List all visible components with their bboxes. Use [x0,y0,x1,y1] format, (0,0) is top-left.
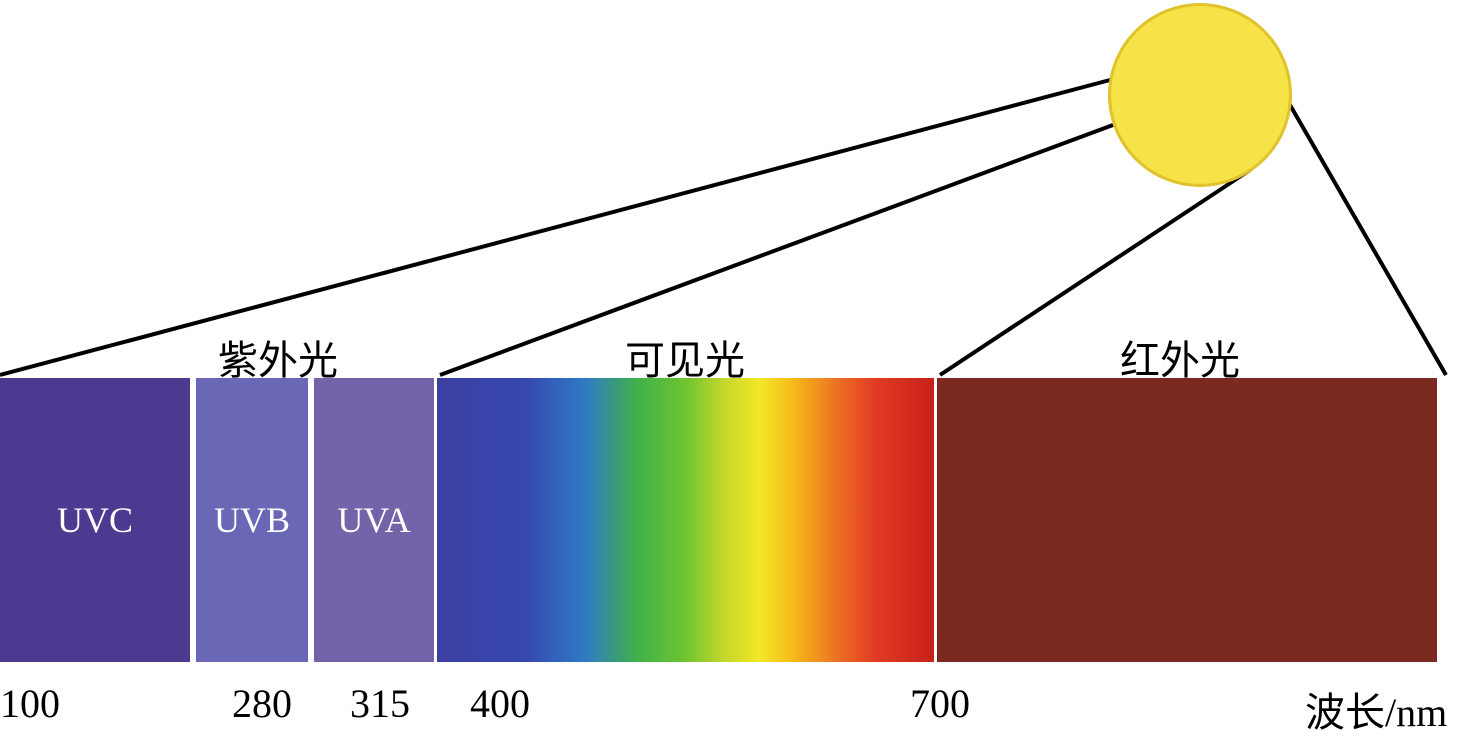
uv-band-uva: UVA [314,378,434,662]
visible-spectrum [437,378,934,662]
sun-ray [440,125,1113,375]
wavelength-tick: 400 [470,680,530,727]
uv-band-uvc: UVC [0,378,190,662]
axis-label: 波长/nm [1305,680,1447,738]
sun-ray [1290,105,1446,375]
wavelength-tick: 100 [0,680,60,727]
wavelength-tick: 315 [350,680,410,727]
uv-band-uvb: UVB [196,378,308,662]
wavelength-tick: 280 [232,680,292,727]
infrared-band [937,378,1437,662]
spectrum-bar: UVCUVBUVA [0,378,1446,662]
wavelength-tick: 700 [910,680,970,727]
sun-icon [1108,3,1292,187]
